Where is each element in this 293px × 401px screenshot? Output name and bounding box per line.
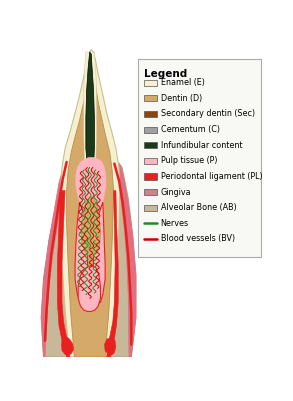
Polygon shape — [84, 52, 90, 175]
Bar — [144, 95, 157, 101]
Bar — [144, 189, 157, 195]
Bar — [144, 173, 157, 180]
Bar — [144, 158, 157, 164]
Polygon shape — [41, 162, 68, 357]
Polygon shape — [107, 190, 118, 357]
Polygon shape — [61, 337, 74, 355]
Bar — [144, 80, 157, 86]
Text: Nerves: Nerves — [161, 219, 189, 228]
Text: Cementum (C): Cementum (C) — [161, 125, 219, 134]
Text: Dentin (D): Dentin (D) — [161, 94, 202, 103]
Polygon shape — [117, 164, 136, 357]
Polygon shape — [104, 337, 116, 355]
Text: Blood vessels (BV): Blood vessels (BV) — [161, 234, 235, 243]
Polygon shape — [57, 190, 70, 357]
Text: Periodontal ligament (PL): Periodontal ligament (PL) — [161, 172, 262, 181]
Polygon shape — [67, 57, 114, 357]
Polygon shape — [86, 52, 94, 179]
Text: Enamel (E): Enamel (E) — [161, 78, 205, 87]
Text: Alveolar Bone (AB): Alveolar Bone (AB) — [161, 203, 236, 212]
Text: Secondary dentin (Sec): Secondary dentin (Sec) — [161, 109, 255, 118]
Bar — [144, 127, 157, 133]
Text: Infundibular content: Infundibular content — [161, 141, 242, 150]
Text: Legend: Legend — [144, 69, 188, 79]
Bar — [144, 142, 157, 148]
Bar — [144, 205, 157, 211]
Polygon shape — [78, 265, 100, 312]
Polygon shape — [93, 202, 105, 304]
Polygon shape — [75, 202, 88, 304]
Polygon shape — [60, 50, 120, 357]
Polygon shape — [41, 152, 136, 357]
Bar — [144, 111, 157, 117]
FancyBboxPatch shape — [138, 59, 261, 257]
Text: Pulp tissue (P): Pulp tissue (P) — [161, 156, 217, 165]
Text: Gingiva: Gingiva — [161, 188, 191, 196]
Polygon shape — [91, 52, 97, 175]
Polygon shape — [81, 197, 100, 256]
Polygon shape — [76, 158, 106, 221]
